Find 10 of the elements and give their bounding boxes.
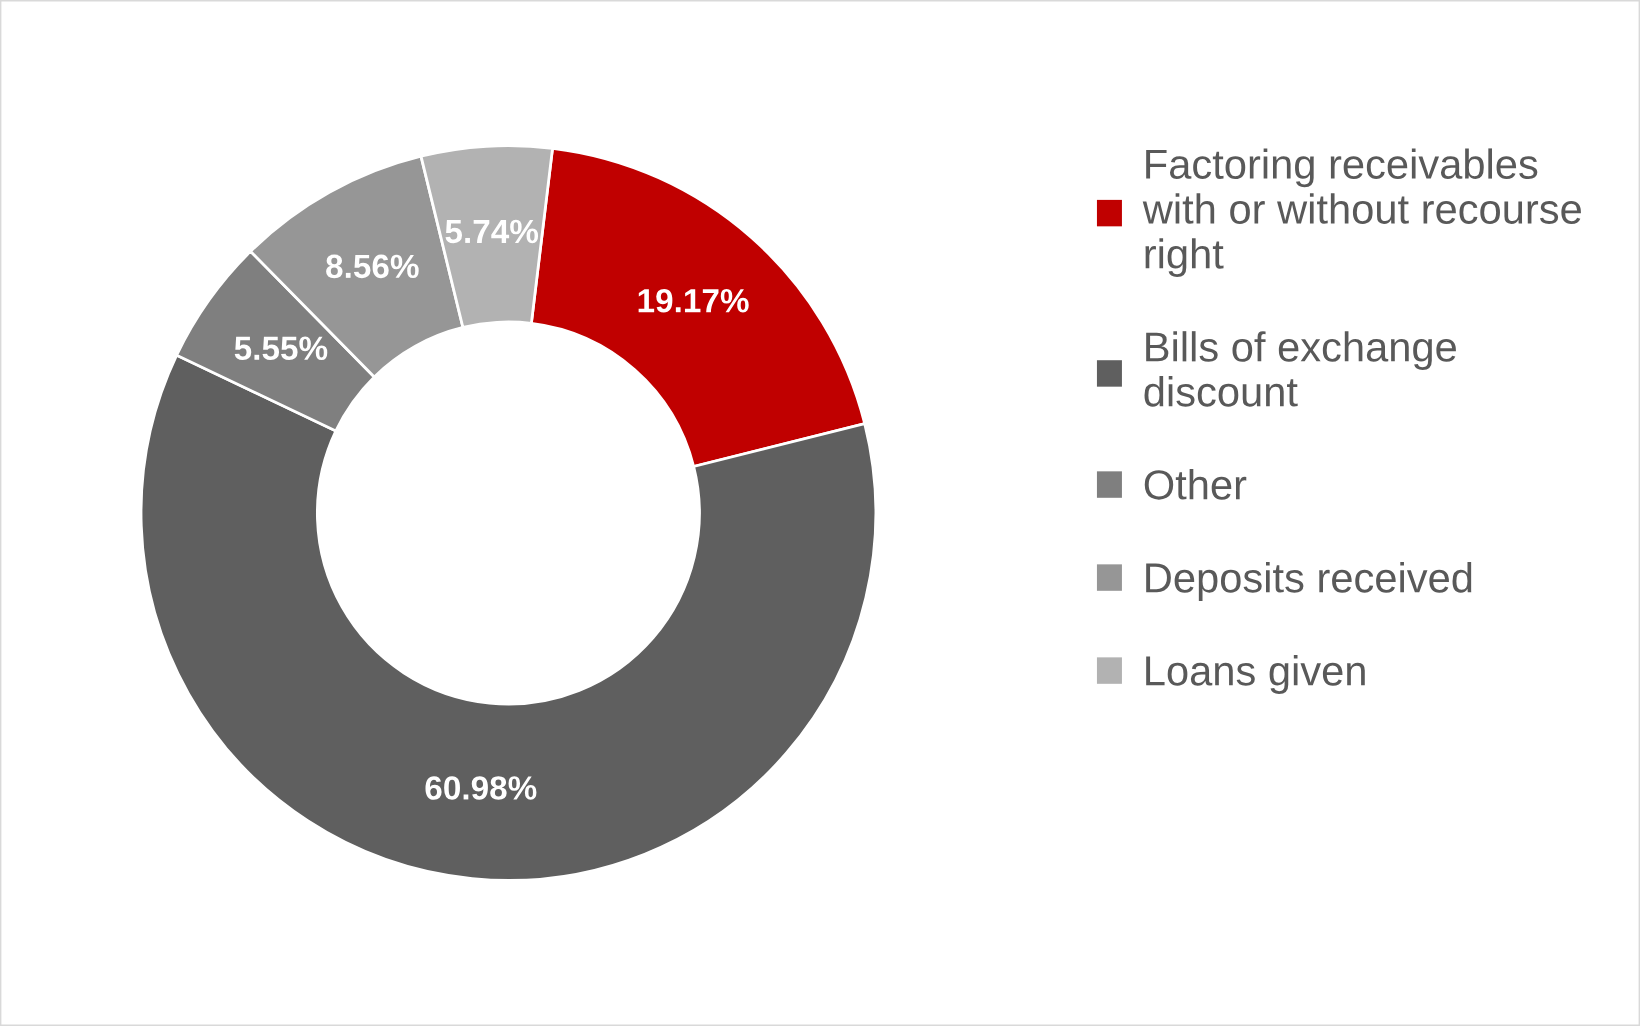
legend-label: Loans given <box>1146 655 1365 694</box>
data-label: 60.98% <box>425 776 537 800</box>
data-label: 5.55% <box>234 336 328 361</box>
data-label: 19.17% <box>638 288 749 313</box>
data-label: 8.56% <box>326 254 419 279</box>
legend-label: Factoring receivables with or without recourse right <box>1142 148 1581 278</box>
legend-label: Other <box>1144 469 1247 500</box>
legend-label: Bills of exchange discount <box>1144 331 1456 407</box>
data-label: 5.74% <box>445 219 539 244</box>
legend-label: Deposits received <box>1146 562 1472 601</box>
